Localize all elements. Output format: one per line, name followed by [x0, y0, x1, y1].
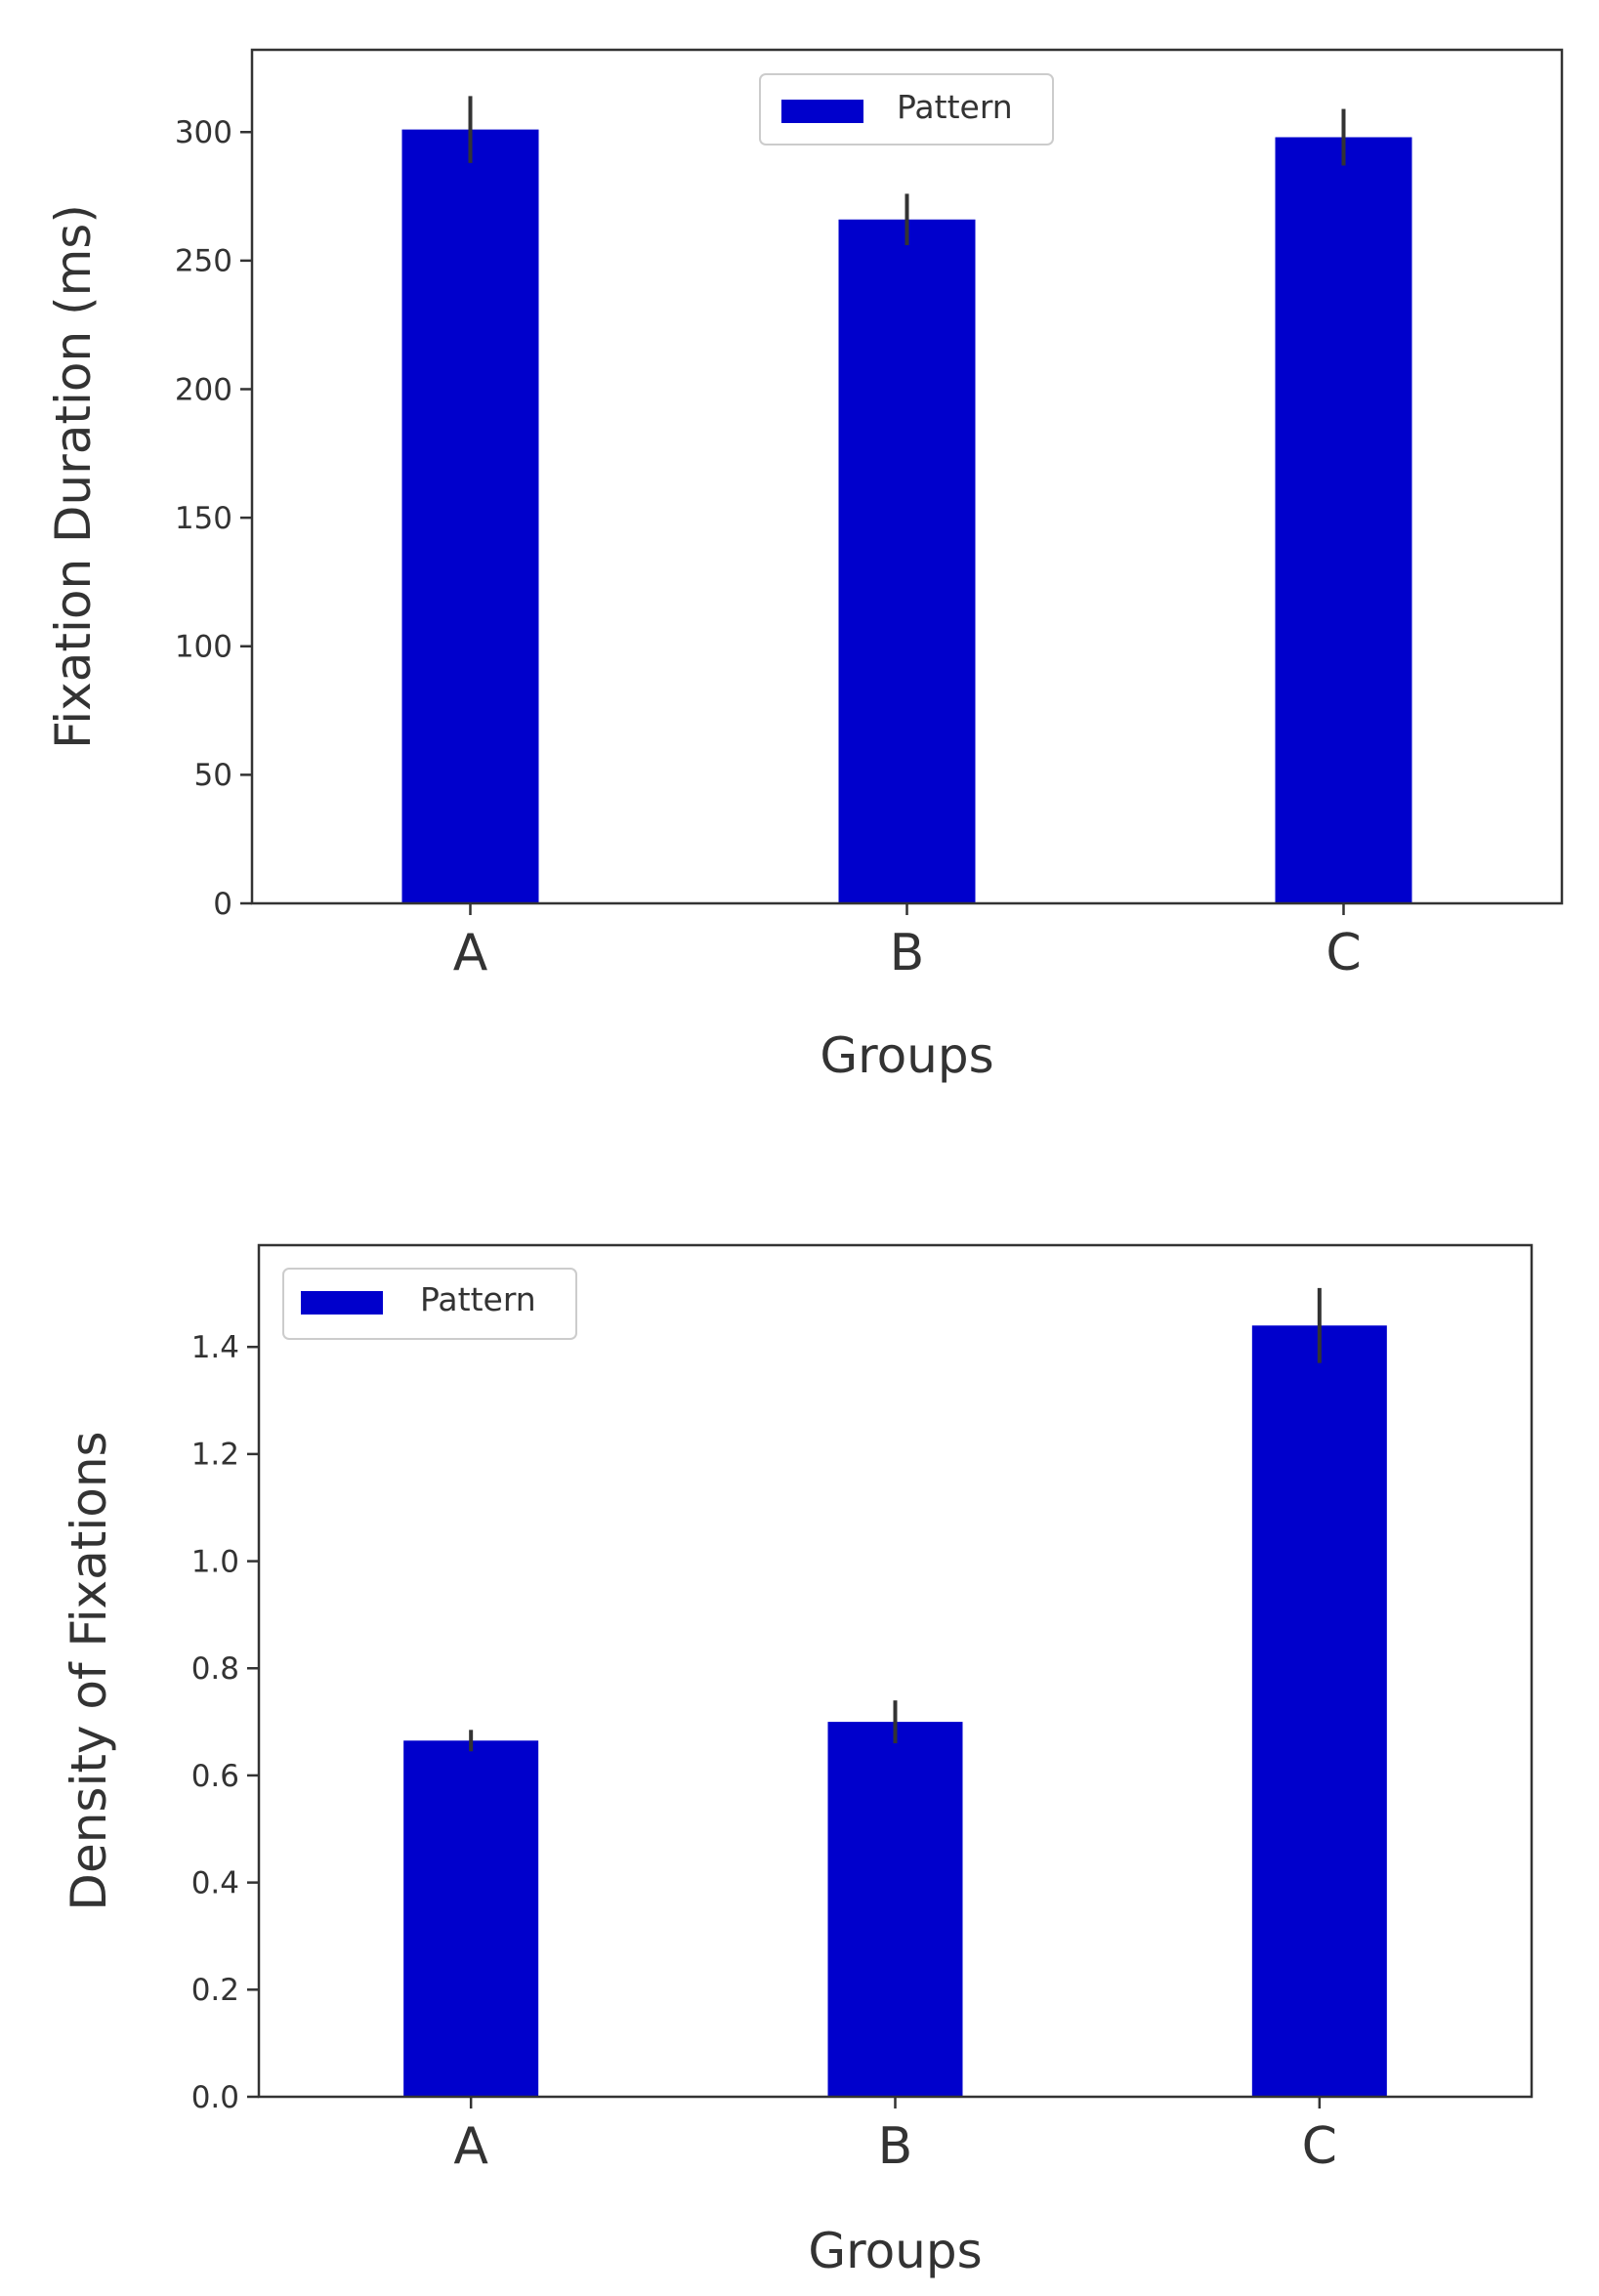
y-tick-label: 1.0 [191, 1544, 239, 1579]
y-axis-label: Density of Fixations [61, 1431, 117, 1910]
y-tick-label: 0.4 [191, 1865, 239, 1900]
legend-box [282, 1268, 577, 1340]
x-tick-label-b: B [878, 2117, 913, 2176]
y-tick-label: 300 [175, 115, 232, 150]
y-tick-label: 0 [213, 887, 232, 922]
x-tick-label-b: B [890, 924, 925, 982]
bar-a [401, 129, 539, 904]
legend-swatch [301, 1291, 383, 1315]
x-axis-label: Groups [820, 1027, 993, 1084]
legend-label: Pattern [420, 1280, 536, 1318]
x-tick-label-c: C [1325, 924, 1361, 982]
y-tick-label: 200 [175, 372, 232, 407]
bar-b [838, 219, 976, 903]
bar-b [827, 1722, 963, 2097]
legend-label: Pattern [897, 88, 1013, 126]
y-tick-label: 0.2 [191, 1973, 239, 2008]
bar-c [1251, 1325, 1387, 2097]
y-tick-label: 0.8 [191, 1651, 239, 1687]
bar-a [403, 1740, 539, 2097]
y-tick-label: 250 [175, 244, 232, 279]
fixation-duration-chart: 0 50 100 150 200 250 300 A B C Groups Fixation Dura… [45, 48, 1564, 1084]
x-tick-label-a: A [453, 924, 488, 982]
fixation-density-chart: 0.0 0.2 0.4 0.6 0.8 1.0 1.2 1.4 A B C Groups Density… [61, 1243, 1534, 2279]
y-tick-label: 0.6 [191, 1759, 239, 1794]
x-tick-label-a: A [453, 2117, 488, 2176]
legend-box [759, 73, 1054, 146]
x-tick-label-c: C [1302, 2117, 1337, 2176]
y-tick-label: 100 [175, 630, 232, 665]
y-tick-label: 1.4 [191, 1330, 239, 1365]
bar-c [1275, 137, 1412, 903]
x-axis-label: Groups [808, 2223, 982, 2279]
y-axis-label: Fixation Duration (ms) [45, 204, 102, 749]
legend-swatch [781, 100, 863, 123]
y-tick-label: 1.2 [191, 1438, 239, 1473]
y-tick-label: 50 [194, 758, 232, 793]
y-tick-label: 150 [175, 501, 232, 536]
y-tick-label: 0.0 [191, 2080, 239, 2115]
